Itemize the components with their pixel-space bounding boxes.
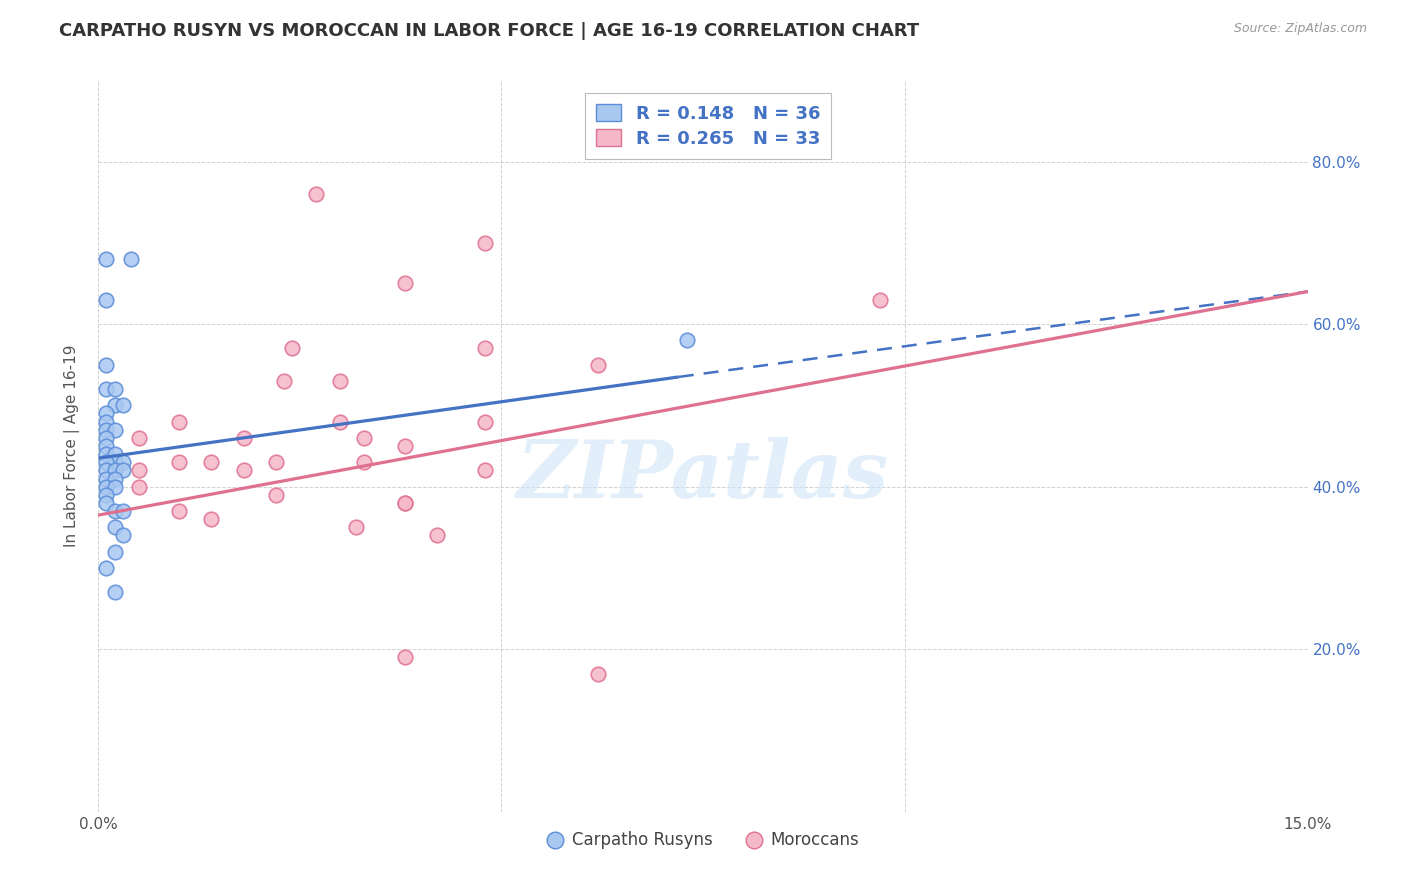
Point	[273, 374, 295, 388]
Point	[111, 528, 134, 542]
Point	[96, 252, 118, 266]
Point	[111, 463, 134, 477]
Text: Source: ZipAtlas.com: Source: ZipAtlas.com	[1233, 22, 1367, 36]
Legend: Carpatho Rusyns, Moroccans: Carpatho Rusyns, Moroccans	[540, 825, 866, 856]
Point	[329, 415, 352, 429]
Point	[96, 382, 118, 396]
Point	[394, 496, 416, 510]
Point	[128, 431, 150, 445]
Point	[103, 544, 125, 558]
Point	[96, 431, 118, 445]
Point	[96, 439, 118, 453]
Point	[111, 504, 134, 518]
Point	[586, 358, 609, 372]
Point	[305, 187, 328, 202]
Point	[329, 374, 352, 388]
Point	[96, 447, 118, 461]
Point	[103, 447, 125, 461]
Point	[394, 439, 416, 453]
Point	[103, 398, 125, 412]
Point	[232, 431, 254, 445]
Point	[120, 252, 142, 266]
Point	[426, 528, 449, 542]
Point	[128, 463, 150, 477]
Point	[96, 463, 118, 477]
Point	[96, 407, 118, 421]
Point	[676, 334, 699, 348]
Point	[103, 463, 125, 477]
Point	[200, 512, 222, 526]
Point	[167, 455, 190, 469]
Point	[96, 415, 118, 429]
Point	[96, 293, 118, 307]
Point	[264, 488, 287, 502]
Point	[96, 471, 118, 485]
Point	[474, 415, 496, 429]
Point	[96, 358, 118, 372]
Point	[103, 480, 125, 494]
Point	[103, 382, 125, 396]
Point	[474, 235, 496, 250]
Point	[128, 480, 150, 494]
Point	[167, 504, 190, 518]
Point	[103, 504, 125, 518]
Point	[96, 423, 118, 437]
Point	[586, 666, 609, 681]
Point	[96, 496, 118, 510]
Point	[200, 455, 222, 469]
Point	[103, 455, 125, 469]
Y-axis label: In Labor Force | Age 16-19: In Labor Force | Age 16-19	[63, 344, 80, 548]
Point	[111, 455, 134, 469]
Point	[96, 455, 118, 469]
Point	[103, 471, 125, 485]
Point	[96, 480, 118, 494]
Point	[394, 277, 416, 291]
Text: ZIPatlas: ZIPatlas	[517, 436, 889, 514]
Point	[96, 488, 118, 502]
Point	[869, 293, 891, 307]
Point	[394, 650, 416, 665]
Point	[103, 423, 125, 437]
Point	[96, 561, 118, 575]
Point	[167, 415, 190, 429]
Point	[353, 455, 375, 469]
Point	[353, 431, 375, 445]
Point	[232, 463, 254, 477]
Point	[281, 342, 304, 356]
Point	[111, 398, 134, 412]
Point	[394, 496, 416, 510]
Point	[103, 520, 125, 534]
Point	[474, 342, 496, 356]
Point	[344, 520, 367, 534]
Point	[474, 463, 496, 477]
Point	[103, 585, 125, 599]
Point	[264, 455, 287, 469]
Text: CARPATHO RUSYN VS MOROCCAN IN LABOR FORCE | AGE 16-19 CORRELATION CHART: CARPATHO RUSYN VS MOROCCAN IN LABOR FORC…	[59, 22, 920, 40]
